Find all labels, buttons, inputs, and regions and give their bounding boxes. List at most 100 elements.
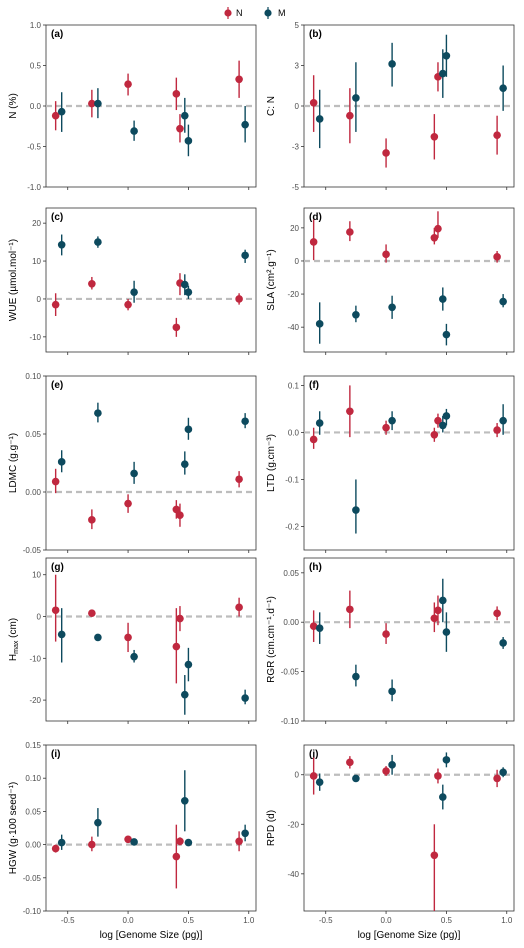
data-point [438,69,447,78]
series-n [309,590,501,644]
data-point [180,796,189,805]
y-axis-title: HGW (g·100 seed⁻¹) [8,782,19,875]
y-tick-label: 0.5 [30,62,42,71]
data-point [176,614,184,623]
data-point [442,51,451,60]
panel-label: (f) [309,380,319,391]
data-point [315,419,324,427]
panel-frame [45,375,257,551]
y-tick-label: -20 [287,820,299,829]
data-point [172,852,181,861]
y-tick-label: 0.10 [25,774,41,783]
data-point [51,300,60,309]
data-point [235,837,243,846]
data-point [57,107,66,116]
y-tick-label: -3 [292,143,300,152]
data-point [309,98,318,107]
panel-frame [45,744,257,912]
data-point [430,430,439,439]
y-tick-label: 3 [295,62,300,71]
y-axis-title: RGR (cm.cm⁻¹.d⁻¹) [266,596,277,683]
data-point [315,778,324,786]
panel-i: -0.10 -0.05 0.00 0.05 0.10 0.15 -0.5 0.0 0.5 1.0 l… [8,741,257,941]
panel-label: (a) [51,29,63,40]
x-tick-label: 0.0 [381,916,393,925]
data-point [241,417,249,426]
data-point [241,694,249,702]
data-point [499,768,507,777]
y-tick-label: 20 [32,219,41,228]
data-point [382,423,390,432]
series-n [51,468,243,530]
data-point [172,323,181,332]
panel-label: (j) [309,749,318,760]
y-tick-label: 0 [37,295,42,304]
y-tick-label: 1.0 [30,21,42,30]
y-tick-label: 0.05 [25,807,41,816]
y-tick-label: 5 [295,21,300,30]
data-point [442,412,451,420]
data-point [346,111,354,120]
y-tick-label: 0 [295,102,300,111]
series-m [315,404,507,534]
panel-frame [303,207,515,353]
data-point [309,622,318,630]
panel-g: -20 -10 0 10 Hmax (cm) (g) [8,557,257,724]
data-point [235,75,243,84]
data-point [180,111,189,120]
y-axis-title: LTD (g.cm⁻³) [266,434,277,492]
data-point [235,603,243,612]
panel-label: (i) [51,749,60,760]
data-point [57,630,66,639]
data-point [235,475,243,484]
y-tick-label: -40 [287,870,299,879]
data-point [51,606,60,615]
data-point [388,60,396,68]
data-point [346,228,354,236]
series-n [309,62,501,168]
data-point [430,851,439,860]
data-point [176,837,184,846]
panel-label: (e) [51,380,63,391]
data-point [493,426,501,434]
x-tick-label: -0.5 [319,916,333,925]
data-point [352,310,360,319]
data-point [172,90,181,98]
data-point [124,835,132,844]
data-point [382,630,390,638]
legend: N M [224,7,286,19]
data-point [130,288,138,296]
series-m [315,287,507,346]
y-tick-label: 0.00 [283,618,299,627]
y-tick-label: 0.10 [25,372,41,381]
series-n [51,60,243,143]
y-tick-label: -5 [292,183,300,192]
y-tick-label: 0.05 [25,430,41,439]
data-point [430,233,439,242]
panel-f: -0.2 -0.1 0.0 0.1 LTD (g.cm⁻³) (f) [266,375,515,553]
y-tick-label: 0.0 [30,102,42,111]
y-tick-label: 0 [37,613,42,622]
data-point [94,818,102,827]
data-point [493,131,501,139]
y-tick-label: 0.05 [283,569,299,578]
data-point [88,840,96,849]
data-point [382,767,390,775]
x-axis-title: log [Genome Size (pg)] [358,930,461,941]
data-point [241,120,249,129]
data-point [57,458,66,466]
series-m [57,608,249,715]
y-tick-label: 20 [290,224,299,233]
y-tick-label: -10 [29,333,41,342]
data-point [130,469,138,478]
y-tick-label: -0.2 [285,522,299,531]
data-point [124,300,132,309]
data-point [130,127,138,135]
data-point [442,756,451,764]
panel-label: (d) [309,212,322,223]
data-point [241,251,249,260]
data-point [180,690,189,699]
data-point [180,280,189,289]
data-point [184,137,193,145]
data-point [88,609,96,617]
